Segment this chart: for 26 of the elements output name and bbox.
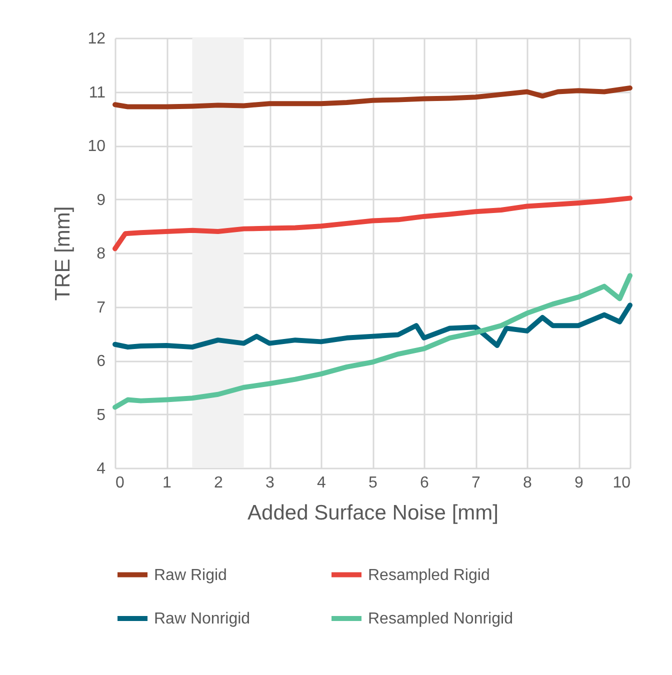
legend-label: Raw Rigid: [154, 566, 227, 584]
y-tick-label: 4: [96, 460, 106, 478]
x-tick-label: 8: [523, 474, 532, 492]
y-tick-label: 9: [96, 192, 106, 209]
x-tick-label: 0: [116, 474, 124, 492]
x-tick-label: 5: [368, 474, 378, 492]
x-tick-label: 3: [266, 474, 275, 492]
x-tick-label: 6: [420, 474, 430, 492]
legend-label: Resampled Nonrigid: [368, 610, 513, 628]
y-tick-label: 11: [88, 84, 106, 102]
y-tick-label: 12: [88, 30, 106, 48]
x-tick-label: 2: [214, 474, 224, 492]
legend-label: Resampled Rigid: [368, 566, 490, 584]
x-tick-label: 4: [317, 474, 326, 492]
y-tick-label: 6: [96, 353, 106, 370]
x-axis-title: Added Surface Noise [mm]: [248, 502, 498, 524]
x-tick-label: 1: [162, 474, 172, 492]
y-tick-label: 5: [96, 406, 106, 424]
y-tick-label: 10: [88, 138, 106, 155]
x-tick-label: 10: [612, 474, 631, 492]
x-tick-label: 7: [472, 474, 481, 492]
y-tick-label: 8: [96, 246, 106, 262]
y-axis-title: TRE [mm]: [52, 206, 75, 301]
y-tick-label: 7: [96, 299, 106, 316]
x-tick-label: 9: [574, 474, 584, 492]
legend-label: Raw Nonrigid: [154, 610, 250, 628]
